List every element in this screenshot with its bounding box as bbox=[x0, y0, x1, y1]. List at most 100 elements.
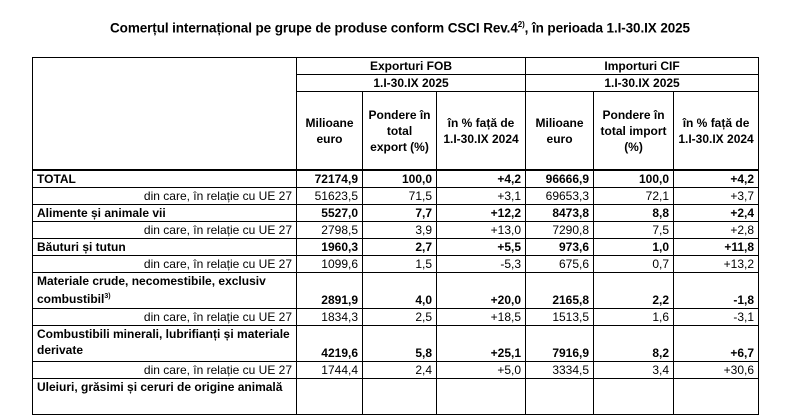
cell-value: 72,1 bbox=[593, 187, 675, 205]
cell-value bbox=[673, 378, 760, 415]
cell-value: -3,1 bbox=[673, 308, 760, 326]
imports-group-header: Importuri CIF bbox=[525, 57, 760, 75]
cell-value: 8473,8 bbox=[525, 204, 595, 222]
cell-value: +25,1 bbox=[435, 325, 527, 362]
col-export-value: Milioane euro bbox=[296, 91, 363, 171]
row-label-text: din care, în relație cu UE 27 bbox=[143, 223, 292, 237]
cell-value: 3334,5 bbox=[525, 361, 595, 379]
cell-value: 2798,5 bbox=[296, 221, 363, 239]
cell-value: 1,0 bbox=[593, 238, 675, 256]
row-label: din care, în relație cu UE 27 bbox=[32, 187, 297, 205]
title-footnote: 2) bbox=[517, 20, 525, 29]
cell-value bbox=[296, 378, 363, 415]
cell-value: +30,6 bbox=[673, 361, 760, 379]
cell-value: 2,2 bbox=[593, 272, 675, 309]
cell-value: 2165,8 bbox=[525, 272, 595, 309]
row-label-text: din care, în relație cu UE 27 bbox=[143, 257, 292, 271]
cell-value: -1,8 bbox=[673, 272, 760, 309]
cell-value: +3,1 bbox=[435, 187, 527, 205]
row-label: Băuturi și tutun bbox=[32, 238, 297, 256]
row-label: TOTAL bbox=[32, 169, 297, 188]
row-label-text: Alimente și animale vii bbox=[37, 206, 166, 220]
cell-value: +20,0 bbox=[435, 272, 527, 309]
col-import-value: Milioane euro bbox=[525, 91, 595, 171]
cell-value bbox=[593, 378, 675, 415]
cell-value: 7290,8 bbox=[525, 221, 595, 239]
footnote-marker: 3) bbox=[104, 293, 111, 300]
title-text: Comerțul internațional pe grupe de produ… bbox=[110, 20, 518, 36]
cell-value: 7916,9 bbox=[525, 325, 595, 362]
cell-value: +12,2 bbox=[435, 204, 527, 222]
row-label: din care, în relație cu UE 27 bbox=[32, 361, 297, 379]
cell-value: 1513,5 bbox=[525, 308, 595, 326]
exports-period-header: 1.I-30.IX 2025 bbox=[295, 74, 527, 92]
eu27-subrow: din care, în relație cu UE 27 51623,5 71,5… bbox=[32, 187, 760, 205]
cell-value: +6,7 bbox=[673, 325, 760, 362]
cell-value: 100,0 bbox=[593, 169, 675, 188]
cell-value: 8,8 bbox=[593, 204, 675, 222]
cell-value bbox=[435, 378, 527, 415]
imports-period-header: 1.I-30.IX 2025 bbox=[525, 74, 760, 92]
category-row: Băuturi și tutun 1960,3 2,7 +5,5 973,6 1,0 +11… bbox=[32, 238, 760, 256]
cell-value: +11,8 bbox=[673, 238, 760, 256]
cell-value: +18,5 bbox=[435, 308, 527, 326]
category-row: Materiale crude, necomestibile, exclusiv… bbox=[32, 272, 760, 309]
row-label-text: Uleiuri, grăsimi și ceruri de origine an… bbox=[37, 380, 283, 394]
row-label-text: din care, în relație cu UE 27 bbox=[143, 310, 292, 324]
exports-group-header: Exporturi FOB bbox=[295, 57, 527, 75]
cell-value: 675,6 bbox=[525, 255, 595, 273]
eu27-subrow: din care, în relație cu UE 27 1834,3 2,5 +1… bbox=[32, 308, 760, 326]
cell-value: +5,0 bbox=[435, 361, 527, 379]
cell-value bbox=[362, 378, 437, 415]
cell-value: 69653,3 bbox=[525, 187, 595, 205]
row-label-text: din care, în relație cu UE 27 bbox=[143, 189, 292, 203]
cell-value: 1744,4 bbox=[296, 361, 363, 379]
col-import-share: Pondere în total import (%) bbox=[593, 91, 675, 171]
cell-value: +2,4 bbox=[673, 204, 760, 222]
cell-value: 5,8 bbox=[362, 325, 437, 362]
cell-value: 2,5 bbox=[362, 308, 437, 326]
cell-value: 7,5 bbox=[593, 221, 675, 239]
cell-value: 3,9 bbox=[362, 221, 437, 239]
cell-value bbox=[525, 378, 595, 415]
cell-value: 100,0 bbox=[362, 169, 437, 188]
row-label: Combustibili minerali, lubrifianți și ma… bbox=[32, 325, 297, 362]
eu27-subrow: din care, în relație cu UE 27 2798,5 3,9 +1… bbox=[32, 221, 760, 239]
title-suffix: , în perioada 1.I-30.IX 2025 bbox=[524, 20, 690, 36]
cell-value: 0,7 bbox=[593, 255, 675, 273]
row-label-text: din care, în relație cu UE 27 bbox=[143, 363, 292, 377]
cell-value: 973,6 bbox=[525, 238, 595, 256]
col-import-change: în % față de 1.I-30.IX 2024 bbox=[673, 91, 760, 171]
cell-value: 51623,5 bbox=[296, 187, 363, 205]
cell-value: 96666,9 bbox=[525, 169, 595, 188]
row-label-text: Materiale crude, necomestibile, exclusiv… bbox=[37, 274, 266, 306]
cell-value: 1099,6 bbox=[296, 255, 363, 273]
trade-table: Exporturi FOB Importuri CIF 1.I-30.IX 20… bbox=[32, 57, 760, 415]
category-row: Alimente și animale vii 5527,0 7,7 +12,2 847… bbox=[32, 204, 760, 222]
cell-value: +5,5 bbox=[435, 238, 527, 256]
cell-value: 2,7 bbox=[362, 238, 437, 256]
row-label: din care, în relație cu UE 27 bbox=[32, 308, 297, 326]
eu27-subrow: din care, în relație cu UE 27 1744,4 2,4 +5… bbox=[32, 361, 760, 379]
cell-value: 4,0 bbox=[362, 272, 437, 309]
cell-value: 4219,6 bbox=[296, 325, 363, 362]
cell-value: 3,4 bbox=[593, 361, 675, 379]
cell-value: +13,2 bbox=[673, 255, 760, 273]
cell-value: 2,4 bbox=[362, 361, 437, 379]
row-label: din care, în relație cu UE 27 bbox=[32, 221, 297, 239]
cell-value: 5527,0 bbox=[296, 204, 363, 222]
cell-value: -5,3 bbox=[435, 255, 527, 273]
col-export-change: în % față de 1.I-30.IX 2024 bbox=[435, 91, 527, 171]
cell-value: +4,2 bbox=[435, 169, 527, 188]
table-body: TOTAL 72174,9 100,0 +4,2 96666,9 100,0 +4,2 din… bbox=[32, 169, 760, 415]
cell-value: +13,0 bbox=[435, 221, 527, 239]
cell-value: 71,5 bbox=[362, 187, 437, 205]
cell-value: 72174,9 bbox=[296, 169, 363, 188]
row-label: Materiale crude, necomestibile, exclusiv… bbox=[32, 272, 297, 309]
cell-value: 1,5 bbox=[362, 255, 437, 273]
row-label-text: Băuturi și tutun bbox=[37, 240, 126, 254]
row-label: Uleiuri, grăsimi și ceruri de origine an… bbox=[32, 378, 297, 415]
row-label-text: Combustibili minerali, lubrifianți și ma… bbox=[37, 327, 290, 357]
category-row: Uleiuri, grăsimi și ceruri de origine an… bbox=[32, 378, 760, 415]
row-label-text: TOTAL bbox=[37, 172, 76, 186]
